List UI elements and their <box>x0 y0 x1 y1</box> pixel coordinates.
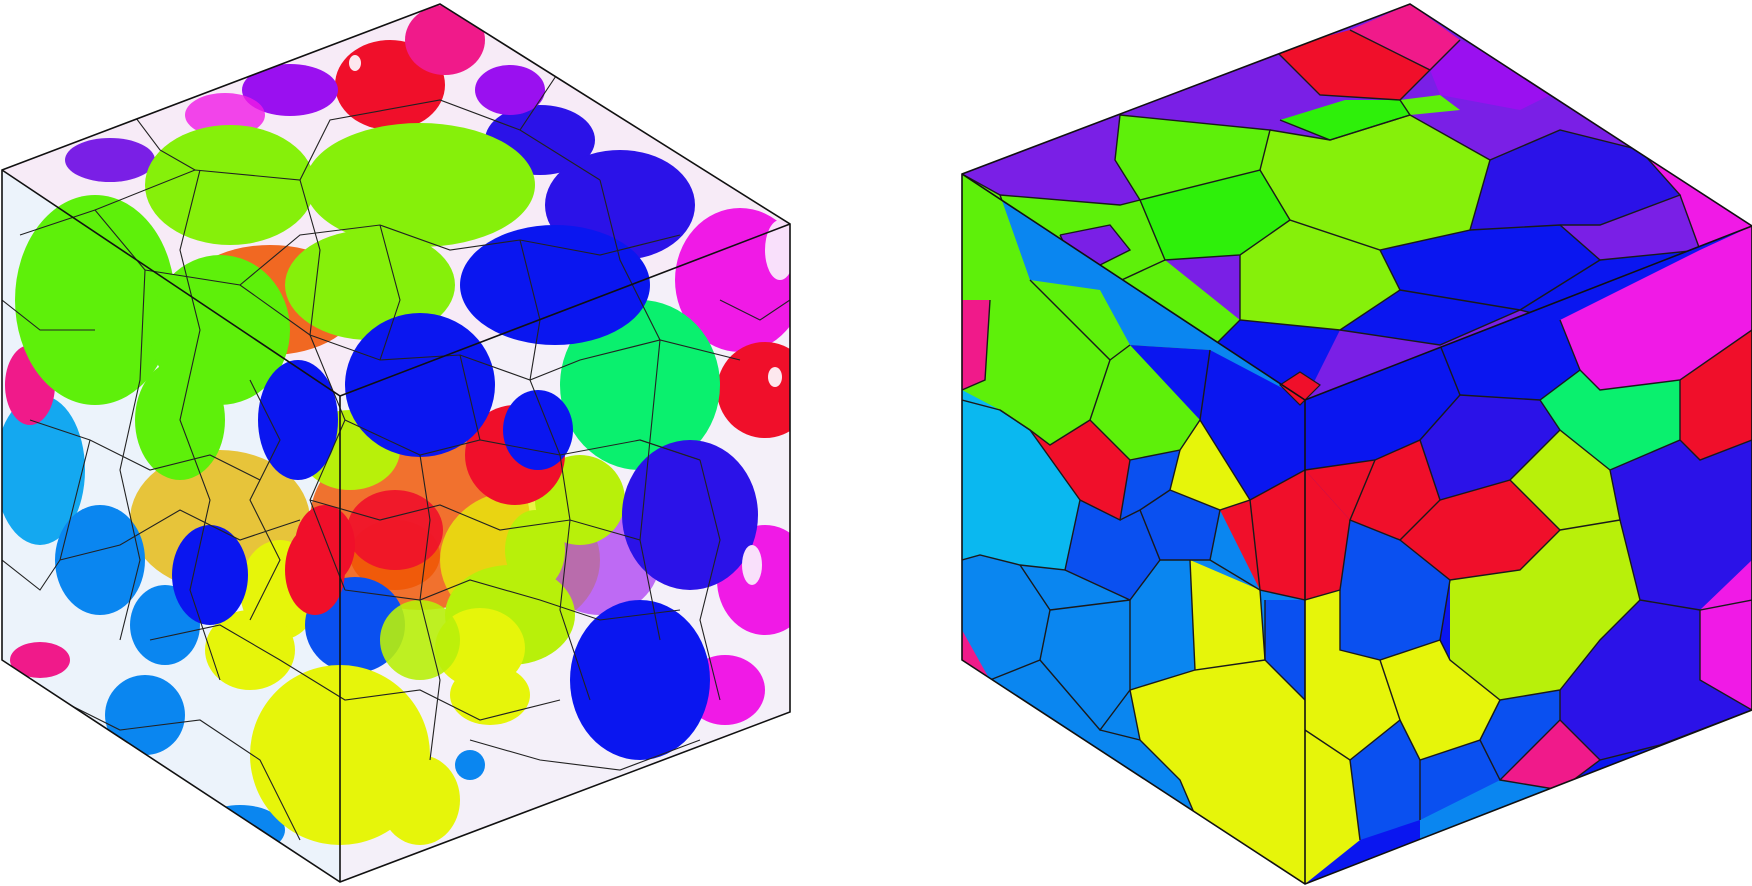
left-grain-blobs <box>2 5 790 855</box>
right-cube-frame <box>961 3 1752 885</box>
left-cube-frame <box>1 3 791 883</box>
